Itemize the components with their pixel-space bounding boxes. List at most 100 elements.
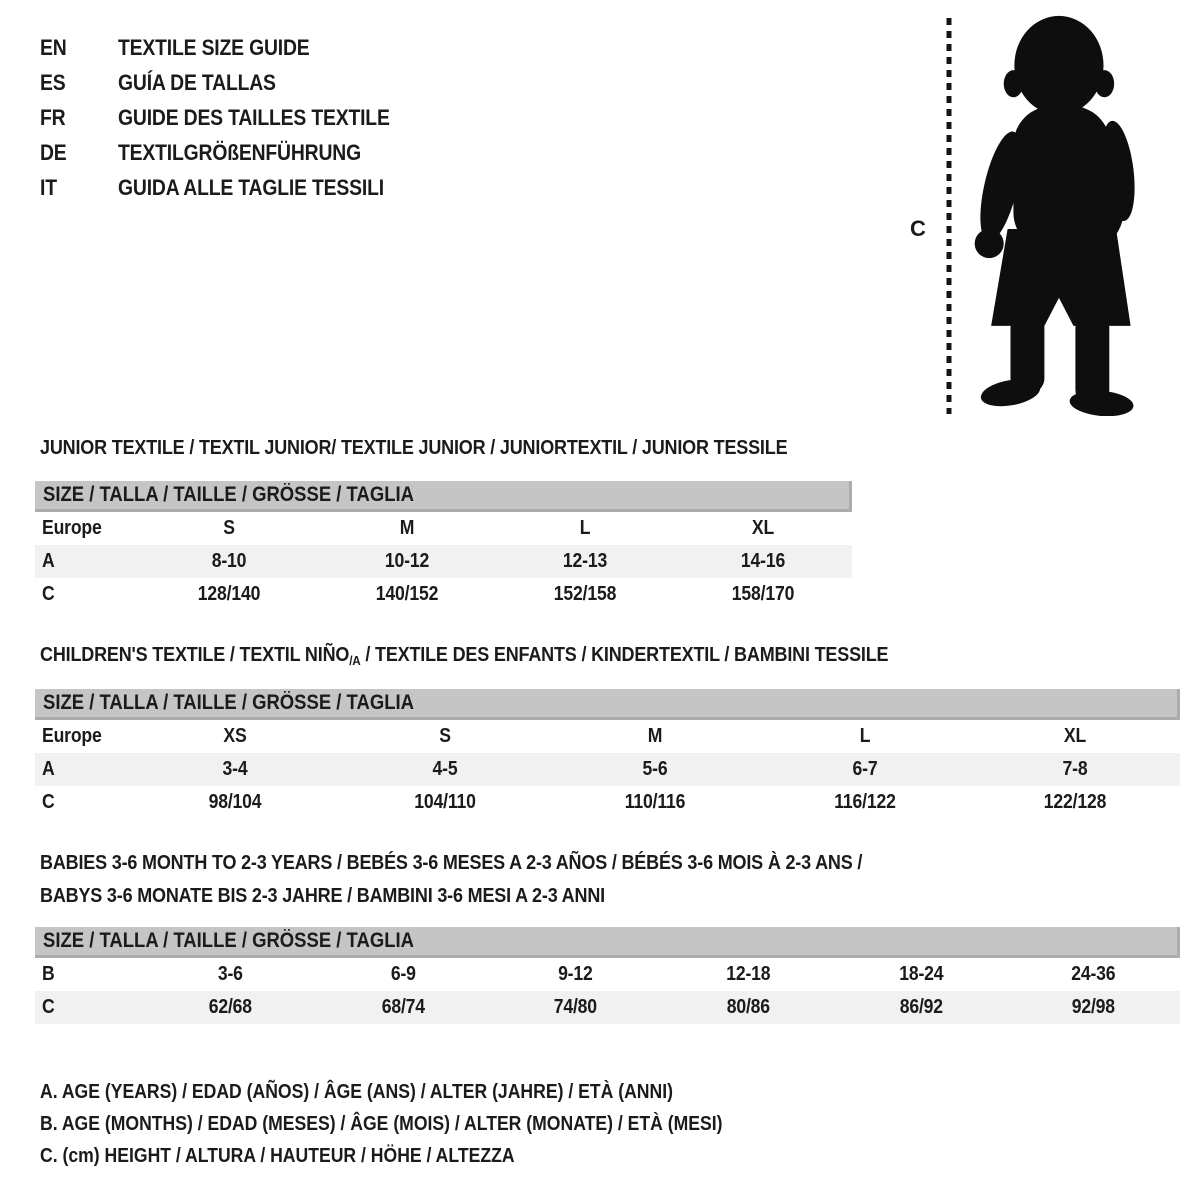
value-cell: 14-16 [740, 550, 786, 572]
language-code: DE [40, 139, 67, 165]
value-cell: 62/68 [208, 996, 252, 1018]
legend-line-c: C. (cm) HEIGHT / ALTURA / HAUTEUR / HÖHE… [40, 1140, 816, 1172]
row-label: A [42, 758, 55, 780]
value-cell: 104/110 [414, 791, 476, 813]
size-cell: XS [223, 725, 247, 747]
table-row-height: C 62/68 68/74 74/80 80/86 86/92 92/98 [35, 991, 1180, 1024]
value-cell: 80/86 [726, 996, 770, 1018]
language-code: EN [40, 34, 67, 60]
language-title: GUIDA ALLE TAGLIE TESSILI [118, 174, 384, 200]
size-header-row: SIZE / TALLA / TAILLE / GRÖSSE / TAGLIA [35, 927, 1180, 958]
row-label: C [42, 996, 55, 1018]
measure-label-c: C [910, 216, 926, 241]
value-cell: 98/104 [208, 791, 262, 813]
table-row-height: C 128/140 140/152 152/158 158/170 [35, 578, 852, 611]
row-label: B [42, 963, 55, 985]
measure-legend: A. AGE (YEARS) / EDAD (AÑOS) / ÂGE (ANS)… [40, 1076, 816, 1172]
value-cell: 6-7 [852, 758, 878, 780]
value-cell: 3-6 [217, 963, 243, 985]
language-title: TEXTILE SIZE GUIDE [118, 34, 310, 60]
legend-text-b: B. AGE (MONTHS) / EDAD (MESES) / ÂGE (MO… [40, 1112, 723, 1135]
children-textile-table: SIZE / TALLA / TAILLE / GRÖSSE / TAGLIA … [35, 689, 1180, 819]
value-cell: 24-36 [1071, 963, 1116, 985]
row-label: Europe [42, 725, 102, 747]
legend-text-a: A. AGE (YEARS) / EDAD (AÑOS) / ÂGE (ANS)… [40, 1080, 673, 1103]
value-cell: 3-4 [222, 758, 248, 780]
value-cell: 152/158 [553, 583, 617, 605]
language-line-fr: FR GUIDE DES TAILLES TEXTILE [40, 100, 427, 135]
size-header-row: SIZE / TALLA / TAILLE / GRÖSSE / TAGLIA [35, 481, 852, 512]
value-cell: 110/116 [624, 791, 686, 813]
size-cell: L [579, 517, 591, 539]
value-cell: 140/152 [375, 583, 439, 605]
value-cell: 12-13 [562, 550, 608, 572]
legend-line-b: B. AGE (MONTHS) / EDAD (MESES) / ÂGE (MO… [40, 1108, 816, 1140]
language-title: GUIDE DES TAILLES TEXTILE [118, 104, 390, 130]
language-line-en: EN TEXTILE SIZE GUIDE [40, 30, 427, 65]
babies-section-title-line1: BABIES 3-6 MONTH TO 2-3 YEARS / BEBÉS 3-… [40, 851, 954, 875]
value-cell: 18-24 [898, 963, 944, 985]
value-cell: 10-12 [384, 550, 430, 572]
size-header-text: SIZE / TALLA / TAILLE / GRÖSSE / TAGLIA [43, 483, 414, 506]
legend-line-a: A. AGE (YEARS) / EDAD (AÑOS) / ÂGE (ANS)… [40, 1076, 816, 1108]
language-line-it: IT GUIDA ALLE TAGLIE TESSILI [40, 170, 427, 205]
size-cell: L [859, 725, 871, 747]
size-header-text: SIZE / TALLA / TAILLE / GRÖSSE / TAGLIA [43, 691, 414, 714]
language-title: TEXTILGRÖßENFÜHRUNG [118, 139, 361, 165]
size-header-text: SIZE / TALLA / TAILLE / GRÖSSE / TAGLIA [43, 929, 414, 952]
size-cell: M [399, 517, 415, 539]
value-cell: 158/170 [731, 583, 795, 605]
children-section-title: CHILDREN'S TEXTILE / TEXTIL NIÑO/A / TEX… [40, 643, 983, 673]
value-cell: 12-18 [726, 963, 771, 985]
language-title: GUÍA DE TALLAS [118, 69, 276, 95]
babies-title-text-1: BABIES 3-6 MONTH TO 2-3 YEARS / BEBÉS 3-… [40, 852, 863, 874]
row-label: A [42, 550, 55, 572]
babies-textile-table: SIZE / TALLA / TAILLE / GRÖSSE / TAGLIA … [35, 927, 1180, 1024]
language-code: IT [40, 174, 57, 200]
language-code: FR [40, 104, 66, 130]
language-line-es: ES GUÍA DE TALLAS [40, 65, 427, 100]
junior-section-title: JUNIOR TEXTILE / TEXTIL JUNIOR/ TEXTILE … [40, 436, 870, 460]
height-measure-line [944, 16, 954, 421]
value-cell: 92/98 [1072, 996, 1116, 1018]
junior-textile-table: SIZE / TALLA / TAILLE / GRÖSSE / TAGLIA … [35, 481, 852, 611]
value-cell: 9-12 [558, 963, 593, 985]
babies-section-title-line2: BABYS 3-6 MONATE BIS 2-3 JAHRE / BAMBINI… [40, 884, 668, 908]
value-cell: 74/80 [554, 996, 598, 1018]
value-cell: 86/92 [899, 996, 943, 1018]
table-row-sizes: Europe XS S M L XL [35, 720, 1180, 753]
toddler-silhouette-icon [962, 14, 1152, 421]
table-row-age: A 8-10 10-12 12-13 14-16 [35, 545, 852, 578]
value-cell: 68/74 [381, 996, 425, 1018]
value-cell: 7-8 [1062, 758, 1088, 780]
language-line-de: DE TEXTILGRÖßENFÜHRUNG [40, 135, 427, 170]
table-row-months: B 3-6 6-9 9-12 12-18 18-24 24-36 [35, 958, 1180, 991]
row-label: C [42, 583, 55, 605]
junior-section-title-text: JUNIOR TEXTILE / TEXTIL JUNIOR/ TEXTILE … [40, 437, 788, 459]
table-row-age: A 3-4 4-5 5-6 6-7 7-8 [35, 753, 1180, 786]
size-cell: S [439, 725, 451, 747]
babies-title-text-2: BABYS 3-6 MONATE BIS 2-3 JAHRE / BAMBINI… [40, 885, 605, 907]
size-cell: XL [751, 517, 775, 539]
row-label: Europe [42, 517, 102, 539]
size-cell: M [647, 725, 663, 747]
nino-a-subscript: /A [349, 653, 361, 668]
language-title-list: EN TEXTILE SIZE GUIDE ES GUÍA DE TALLAS … [40, 30, 427, 205]
value-cell: 128/140 [197, 583, 261, 605]
children-section-title-text: CHILDREN'S TEXTILE / TEXTIL NIÑO/A / TEX… [40, 644, 889, 668]
value-cell: 122/128 [1043, 791, 1107, 813]
value-cell: 5-6 [642, 758, 668, 780]
value-cell: 116/122 [834, 791, 896, 813]
table-row-sizes: Europe S M L XL [35, 512, 852, 545]
size-header-row: SIZE / TALLA / TAILLE / GRÖSSE / TAGLIA [35, 689, 1180, 720]
legend-text-c: C. (cm) HEIGHT / ALTURA / HAUTEUR / HÖHE… [40, 1144, 515, 1167]
value-cell: 6-9 [390, 963, 416, 985]
value-cell: 8-10 [211, 550, 247, 572]
size-cell: XL [1063, 725, 1087, 747]
table-row-height: C 98/104 104/110 110/116 116/122 122/128 [35, 786, 1180, 819]
language-code: ES [40, 69, 66, 95]
size-cell: S [223, 517, 235, 539]
value-cell: 4-5 [432, 758, 458, 780]
row-label: C [42, 791, 55, 813]
